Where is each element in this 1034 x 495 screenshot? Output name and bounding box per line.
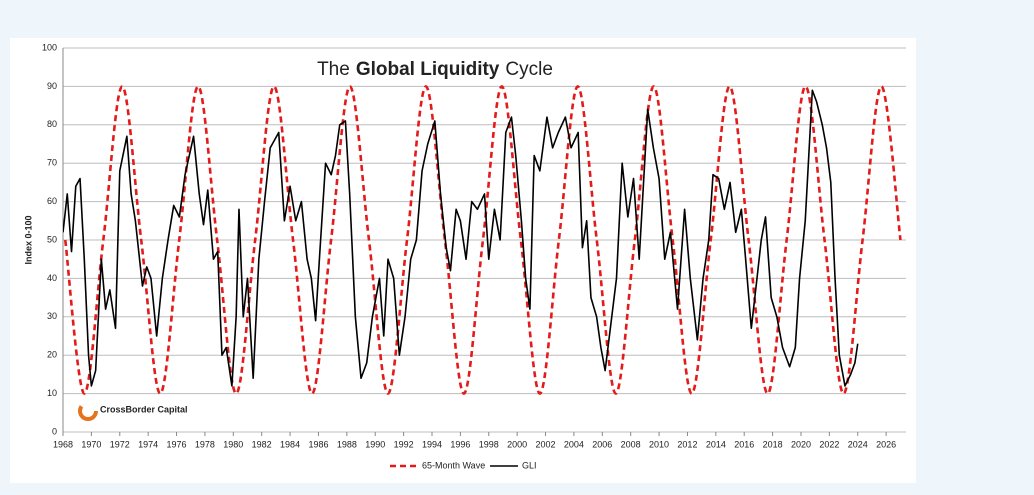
logo-icon bbox=[78, 401, 98, 421]
x-tick-label: 1974 bbox=[138, 439, 158, 449]
x-tick-label: 2014 bbox=[706, 439, 726, 449]
y-tick-label: 70 bbox=[47, 158, 57, 168]
y-tick-label: 30 bbox=[47, 311, 57, 321]
x-tick-label: 2008 bbox=[621, 439, 641, 449]
x-tick-label: 1988 bbox=[337, 439, 357, 449]
y-tick-label: 60 bbox=[47, 196, 57, 206]
x-tick-label: 1970 bbox=[81, 439, 101, 449]
title-prefix: The bbox=[317, 59, 350, 80]
x-tick-label: 2004 bbox=[564, 439, 584, 449]
y-axis-label: Index 0-100 bbox=[23, 215, 33, 264]
x-tick-label: 1980 bbox=[223, 439, 243, 449]
logo: CrossBorder Capital bbox=[78, 401, 188, 421]
x-tick-label: 1996 bbox=[450, 439, 470, 449]
series-line bbox=[63, 89, 859, 387]
x-tick-label: 2012 bbox=[677, 439, 697, 449]
x-tick-label: 2026 bbox=[876, 439, 896, 449]
y-tick-label: 50 bbox=[47, 234, 57, 244]
x-tick-label: 2010 bbox=[649, 439, 669, 449]
x-tick-label: 2022 bbox=[819, 439, 839, 449]
x-tick-label: 1984 bbox=[280, 439, 300, 449]
x-tick-label: 1972 bbox=[110, 439, 130, 449]
logo-text: CrossBorder Capital bbox=[100, 404, 188, 414]
x-tick-label: 2024 bbox=[848, 439, 868, 449]
x-tick-label: 1990 bbox=[365, 439, 385, 449]
chart-title: The Global Liquidity Cycle bbox=[317, 59, 553, 80]
y-tick-label: 10 bbox=[47, 388, 57, 398]
y-tick-label: 80 bbox=[47, 119, 57, 129]
y-tick-label: 0 bbox=[52, 426, 57, 436]
x-tick-label: 2000 bbox=[507, 439, 527, 449]
title-suffix: Cycle bbox=[505, 59, 553, 80]
x-tick-label: 1994 bbox=[422, 439, 442, 449]
y-tick-label: 40 bbox=[47, 273, 57, 283]
x-tick-label: 1982 bbox=[252, 439, 272, 449]
x-tick-label: 1978 bbox=[195, 439, 215, 449]
x-tick-label: 1968 bbox=[53, 439, 73, 449]
chart-card bbox=[10, 38, 916, 483]
x-tick-label: 1998 bbox=[479, 439, 499, 449]
x-tick-label: 1976 bbox=[167, 439, 187, 449]
x-tick-label: 2020 bbox=[791, 439, 811, 449]
x-tick-label: 2016 bbox=[734, 439, 754, 449]
title-bold: Global Liquidity bbox=[356, 59, 500, 80]
x-tick-label: 2006 bbox=[592, 439, 612, 449]
x-tick-label: 2018 bbox=[763, 439, 783, 449]
y-tick-label: 100 bbox=[42, 42, 57, 52]
y-tick-label: 90 bbox=[47, 81, 57, 91]
series-line bbox=[63, 85, 902, 395]
legend-label: GLI bbox=[522, 460, 537, 470]
x-tick-label: 2002 bbox=[536, 439, 556, 449]
plot-area bbox=[63, 85, 902, 395]
y-tick-label: 20 bbox=[47, 350, 57, 360]
x-tick-label: 1986 bbox=[308, 439, 328, 449]
legend-label: 65-Month Wave bbox=[422, 460, 485, 470]
x-tick-label: 1992 bbox=[394, 439, 414, 449]
